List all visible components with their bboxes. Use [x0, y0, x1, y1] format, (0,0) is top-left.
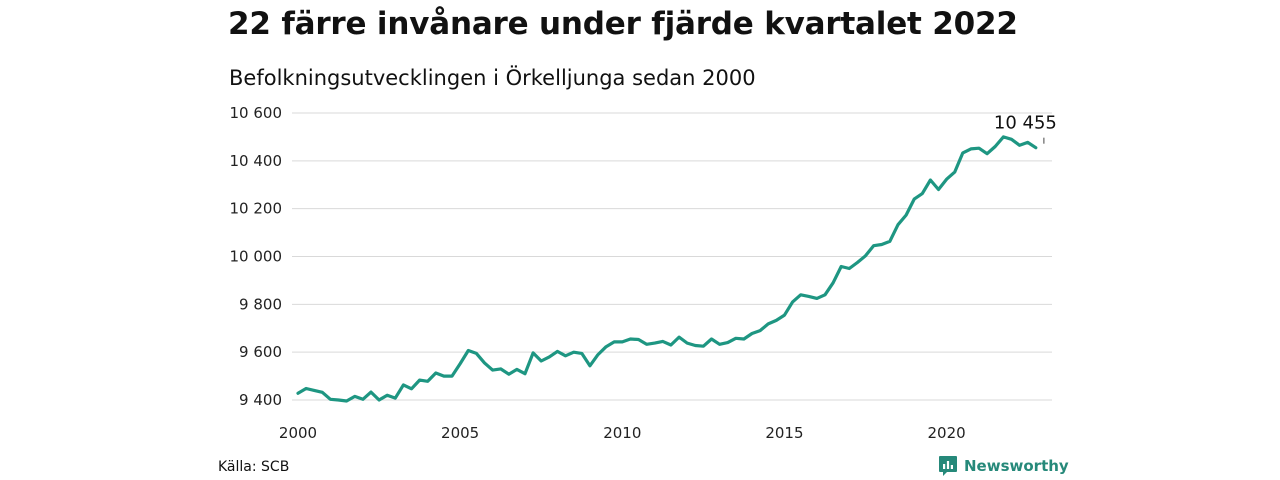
source-note: Källa: SCB	[218, 459, 290, 475]
y-tick-label: 9 600	[239, 343, 282, 361]
x-tick-label: 2010	[603, 424, 641, 442]
end-value-label: 10 455	[994, 113, 1057, 134]
y-tick-label: 9 800	[239, 295, 282, 313]
y-tick-label: 10 600	[230, 104, 283, 122]
chart-subtitle: Befolkningsutvecklingen i Örkelljunga se…	[229, 66, 756, 90]
y-tick-label: 10 000	[230, 248, 283, 266]
y-tick-label: 9 400	[239, 391, 282, 409]
brand-name: Newsworthy	[964, 457, 1069, 475]
population-series-line	[296, 135, 1038, 403]
newsworthy-chart-icon	[939, 456, 957, 476]
chart-title: 22 färre invånare under fjärde kvartalet…	[228, 6, 1018, 42]
y-axis-ticks: 9 400 9 600 9 800 10 000 10 200 10 400 10 600	[230, 104, 283, 409]
gridlines	[292, 112, 1052, 401]
x-axis-ticks: 2000 2005 2010 2015 2020	[279, 424, 966, 442]
y-tick-label: 10 400	[230, 152, 283, 170]
x-tick-label: 2000	[279, 424, 317, 442]
newsworthy-logo[interactable]: Newsworthy	[938, 455, 1069, 477]
x-tick-label: 2020	[928, 424, 966, 442]
y-tick-label: 10 200	[230, 200, 283, 218]
x-tick-label: 2015	[765, 424, 803, 442]
x-tick-label: 2005	[441, 424, 479, 442]
